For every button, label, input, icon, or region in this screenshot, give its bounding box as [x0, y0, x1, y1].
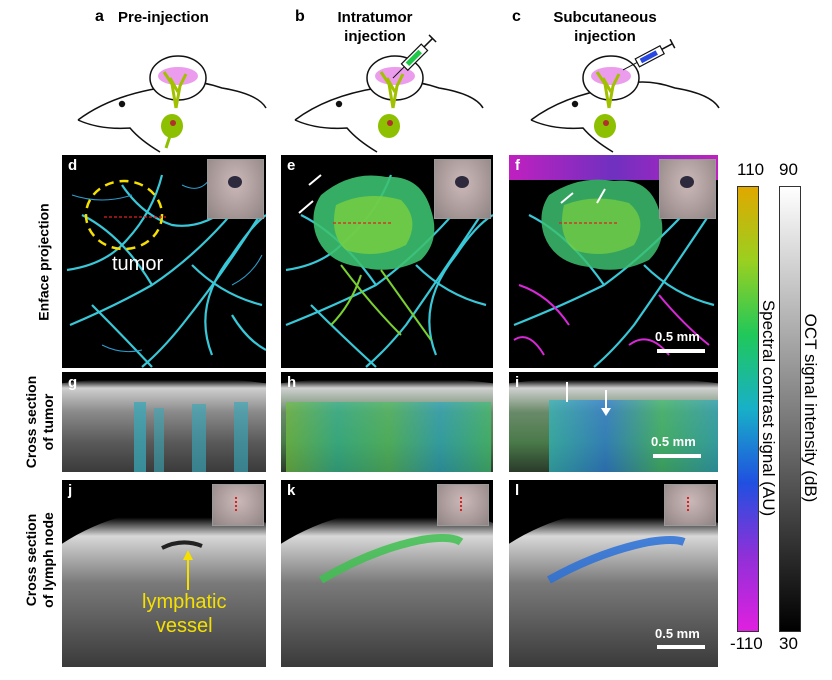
spectral-colorbar-label: Spectral contrast signal (AU) [759, 299, 778, 517]
vessel-network-intratumor [285, 174, 493, 368]
scale-bar-label-f: 0.5 mm [655, 329, 700, 344]
mouse-schematic-intratumor [294, 34, 484, 153]
flow-artifact-g3 [192, 404, 206, 472]
contrast-overlay-l [547, 536, 686, 584]
oct-colorbar [779, 186, 801, 632]
contrast-overlay-i [549, 400, 718, 472]
row-label-tumor-cross-section: Cross section of tumor [23, 375, 56, 469]
panel-letter-g: g [68, 374, 78, 391]
panel-l-lymph-subcutaneous: l 0.5 mm [509, 480, 718, 667]
tissue-grayscale-j [62, 508, 266, 667]
panel-letter-j: j [68, 482, 73, 499]
tissue-grayscale-g [62, 377, 266, 472]
oct-max-label: 90 [779, 160, 798, 179]
panel-e-enface-intratumor: e [281, 155, 493, 368]
title-pre-injection: Pre-injection [118, 9, 209, 26]
flow-artifact-g2 [154, 408, 164, 472]
panel-h-tumor-intratumor: h [281, 372, 493, 472]
photo-inset-e [434, 159, 491, 219]
panel-letter-c: c [512, 8, 521, 25]
panel-letter-a: a [95, 8, 104, 25]
panel-letter-h: h [287, 374, 297, 391]
panel-f-enface-subcutaneous: f 0.5 mm [509, 155, 718, 368]
spectral-max-label: 110 [737, 160, 765, 179]
panel-letter-k: k [287, 482, 296, 499]
oct-colorbar-label: OCT signal intensity (dB) [801, 313, 820, 503]
tissue-grayscale-k [281, 508, 493, 667]
mouse-schematic-pre [77, 55, 267, 153]
contrast-overlay-k [318, 533, 464, 584]
panel-letter-i: i [515, 374, 520, 391]
scale-bar-label-l: 0.5 mm [655, 626, 700, 641]
scale-bar-label-i: 0.5 mm [651, 434, 696, 449]
photo-inset-j [212, 484, 264, 526]
spectral-min-label: -110 [730, 634, 763, 653]
title-intratumor: Intratumor injection [337, 9, 413, 45]
photo-inset-k [437, 484, 489, 526]
contrast-overlay-h [286, 402, 491, 472]
tissue-grayscale-l [509, 508, 718, 667]
row-label-enface: Enface projection [35, 203, 52, 321]
photo-inset-d [207, 159, 264, 219]
tumor-annotation: tumor [112, 253, 164, 275]
panel-k-lymph-intratumor: k [281, 480, 493, 667]
panel-j-lymph-pre: lymphatic vessel j [62, 480, 266, 667]
panel-i-tumor-subcutaneous: i 0.5 mm [509, 372, 718, 472]
lymphatic-vessel-marker-j [161, 540, 203, 590]
panel-letter-d: d [68, 157, 78, 174]
vessel-network-subcutaneous [513, 179, 715, 368]
photo-inset-f [659, 159, 716, 219]
photo-inset-l [664, 484, 716, 526]
mouse-schematic-subcutaneous [530, 38, 720, 153]
lymphatic-vessel-annotation: lymphatic vessel [142, 591, 227, 637]
panel-letter-b: b [295, 8, 305, 25]
panel-letter-f: f [515, 157, 520, 174]
oct-min-label: 30 [779, 634, 798, 653]
row-label-lymph-cross-section: Cross section of lymph node [23, 512, 56, 608]
panel-g-tumor-pre: g [62, 372, 266, 472]
flow-artifact-g4 [234, 402, 248, 472]
arrows-i [566, 382, 611, 416]
panel-letter-e: e [287, 157, 296, 174]
scale-bar-i [653, 454, 701, 458]
panel-letter-l: l [515, 482, 520, 499]
scale-bar-f [657, 349, 705, 353]
flow-artifact-g1 [134, 402, 146, 472]
scale-bar-l [657, 645, 705, 649]
spectral-colorbar [737, 186, 759, 632]
panel-d-enface-pre: d tumor [62, 155, 266, 368]
title-subcutaneous: Subcutaneous injection [553, 9, 657, 45]
